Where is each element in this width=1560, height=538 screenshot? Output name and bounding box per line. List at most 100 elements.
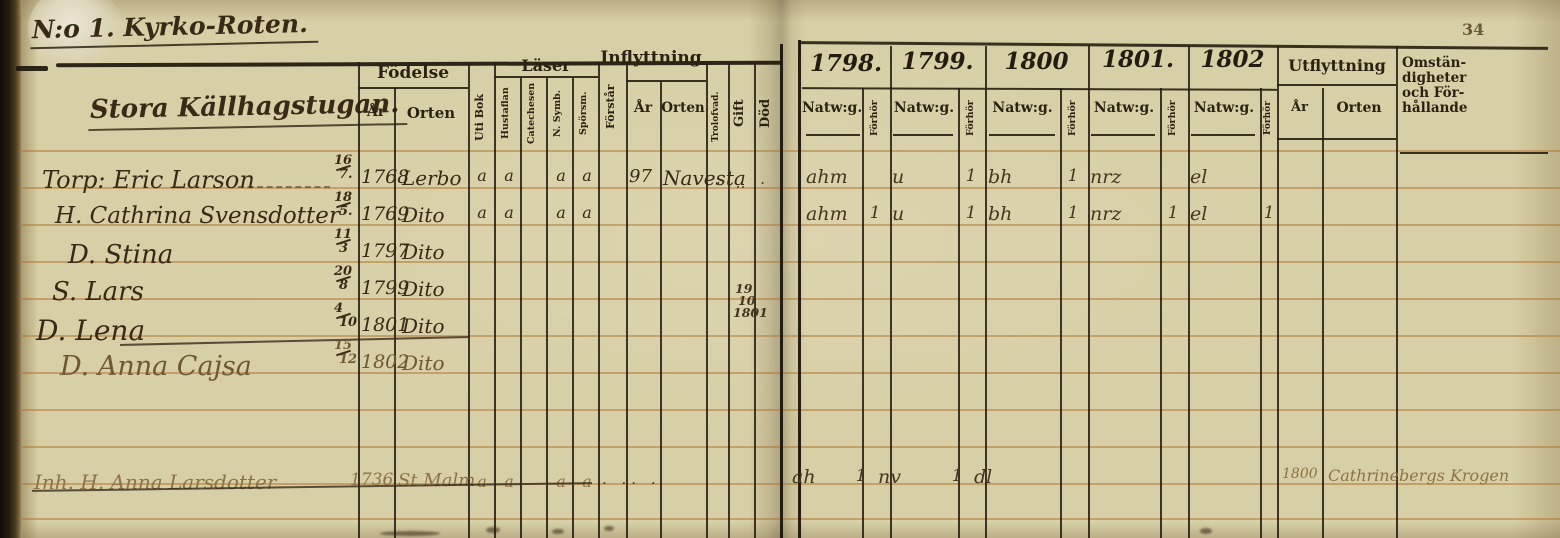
birth-date: 16 7. bbox=[334, 154, 360, 182]
column-line bbox=[626, 62, 628, 538]
header-rule bbox=[989, 134, 1055, 136]
header-n-symb: N. Symb. bbox=[552, 89, 563, 137]
forhor-1799: 1 bbox=[951, 466, 963, 486]
header-dod: Död bbox=[758, 98, 773, 128]
column-line bbox=[1396, 46, 1398, 538]
communion-1798: ahm bbox=[806, 166, 848, 188]
header-rule bbox=[494, 76, 598, 78]
column-line bbox=[1277, 46, 1279, 538]
header-fodelse-ar: År bbox=[366, 104, 386, 120]
communion-1800: dl bbox=[974, 466, 993, 488]
header-natw-1800: Natw:g. bbox=[992, 100, 1053, 116]
birth-year: 1802 bbox=[361, 351, 410, 373]
utflyttning-place: Cathrinebergs Krogen bbox=[1328, 466, 1510, 485]
header-dash bbox=[16, 66, 48, 71]
reading-mark: a bbox=[477, 203, 487, 222]
ruled-line bbox=[22, 372, 1560, 374]
birth-year: 1797 bbox=[361, 240, 410, 262]
omst-line: Omstän- bbox=[1402, 55, 1467, 71]
forhor-1801: 1 bbox=[1167, 203, 1179, 223]
column-line bbox=[1188, 46, 1190, 538]
header-utflyttning: Utflyttning bbox=[1288, 56, 1386, 75]
column-line bbox=[572, 78, 574, 538]
header-sporsm: Spörsm. bbox=[578, 91, 589, 135]
communion-1802: el bbox=[1190, 203, 1208, 225]
header-natw-1802: Natw:g. bbox=[1193, 100, 1255, 116]
birth-month: 5. bbox=[339, 204, 353, 219]
birth-date: 15 12 bbox=[334, 338, 360, 366]
filler-line bbox=[238, 186, 330, 188]
ruled-line bbox=[22, 298, 1560, 300]
header-rule bbox=[893, 134, 953, 136]
column-line bbox=[520, 78, 522, 538]
column-line bbox=[468, 62, 470, 538]
header-omstandigheter: Omstän- digheter och För- hållande bbox=[1402, 56, 1552, 116]
forhor-1799: 1 bbox=[965, 166, 977, 186]
header-rule bbox=[1277, 84, 1396, 86]
communion-1800: bh bbox=[988, 166, 1013, 188]
birth-place: Dito bbox=[402, 314, 445, 338]
column-line bbox=[706, 62, 708, 538]
column-line bbox=[1160, 88, 1162, 538]
ruled-line bbox=[22, 261, 1560, 263]
table-row: D. Lena 4 10 1801 Dito bbox=[0, 302, 1560, 348]
birth-year: 1801 bbox=[361, 314, 410, 336]
birth-day: 15 bbox=[334, 338, 353, 353]
column-line bbox=[1088, 46, 1090, 538]
reading-mark: a bbox=[477, 472, 487, 491]
birth-day: 18 bbox=[334, 190, 353, 205]
header-year-1802: 1802 bbox=[1200, 46, 1265, 73]
birth-month: 3 bbox=[339, 241, 349, 256]
header-fodelse: Födelse bbox=[376, 63, 450, 83]
birth-month: 8 bbox=[339, 278, 349, 293]
paper-tear-mark bbox=[28, 0, 124, 72]
birth-year: 1768 bbox=[361, 166, 410, 188]
omst-line: och För- bbox=[1402, 85, 1465, 101]
birth-date: 4 10 bbox=[334, 301, 360, 330]
header-rule bbox=[1191, 134, 1255, 136]
ruled-line bbox=[22, 518, 1560, 520]
reading-mark: a bbox=[477, 166, 487, 185]
reading-mark: a bbox=[504, 203, 514, 222]
header-rule bbox=[358, 87, 468, 89]
page-number: 34 bbox=[1462, 20, 1485, 39]
header-trolofvad: Trolofvad. bbox=[711, 91, 721, 143]
header-rule bbox=[1400, 152, 1548, 154]
header-year-1798: 1798. bbox=[809, 50, 883, 77]
birth-month: 10 bbox=[339, 315, 358, 330]
birth-day: 4 bbox=[334, 301, 344, 316]
column-line bbox=[1060, 88, 1062, 538]
table-row: Torp: Eric Larson 16 7. 1768 Lerbo a a a … bbox=[0, 154, 1560, 200]
birth-date: 18 5. bbox=[334, 190, 360, 219]
reading-mark: a bbox=[504, 472, 514, 491]
header-inflyttning-orten: Orten bbox=[661, 100, 705, 116]
birth-month: 7. bbox=[339, 167, 353, 182]
communion-1798: ahm bbox=[806, 203, 848, 225]
column-line bbox=[494, 62, 496, 538]
table-row: Inh. H. Anna Larsdotter 1736 St Malm a a… bbox=[0, 462, 1560, 500]
header-forhor-1800: Förhör bbox=[1067, 100, 1078, 136]
page-title: N:o 1. Kyrko-Roten. bbox=[29, 8, 319, 50]
reading-mark: a bbox=[504, 166, 514, 185]
person-name: Torp: Eric Larson bbox=[42, 166, 255, 194]
communion-1800: bh bbox=[988, 203, 1013, 225]
birth-date: 20 8 bbox=[334, 265, 360, 293]
death-day: 19 bbox=[735, 281, 753, 296]
reading-mark: a bbox=[582, 166, 592, 185]
ink-smudge bbox=[1200, 528, 1212, 534]
column-line bbox=[660, 82, 662, 538]
column-line bbox=[985, 46, 987, 538]
utflyttning-year: 1800 bbox=[1282, 466, 1318, 482]
table-row: S. Lars 20 8 1799 Dito bbox=[0, 265, 1560, 311]
header-rule bbox=[806, 134, 860, 136]
column-line bbox=[1322, 88, 1324, 538]
book-binding-edge bbox=[0, 0, 22, 538]
forhor-1798: 1 bbox=[855, 466, 867, 486]
ink-dots: · ‥ · bbox=[716, 174, 771, 192]
omst-line: digheter bbox=[1402, 70, 1467, 86]
table-row: D. Anna Cajsa 15 12 1802 Dito bbox=[0, 339, 1560, 385]
ruled-line bbox=[22, 409, 1560, 411]
person-name: D. Lena bbox=[36, 314, 146, 347]
person-name: D. Stina bbox=[68, 240, 174, 270]
communion-1801: nrz bbox=[1090, 166, 1122, 188]
